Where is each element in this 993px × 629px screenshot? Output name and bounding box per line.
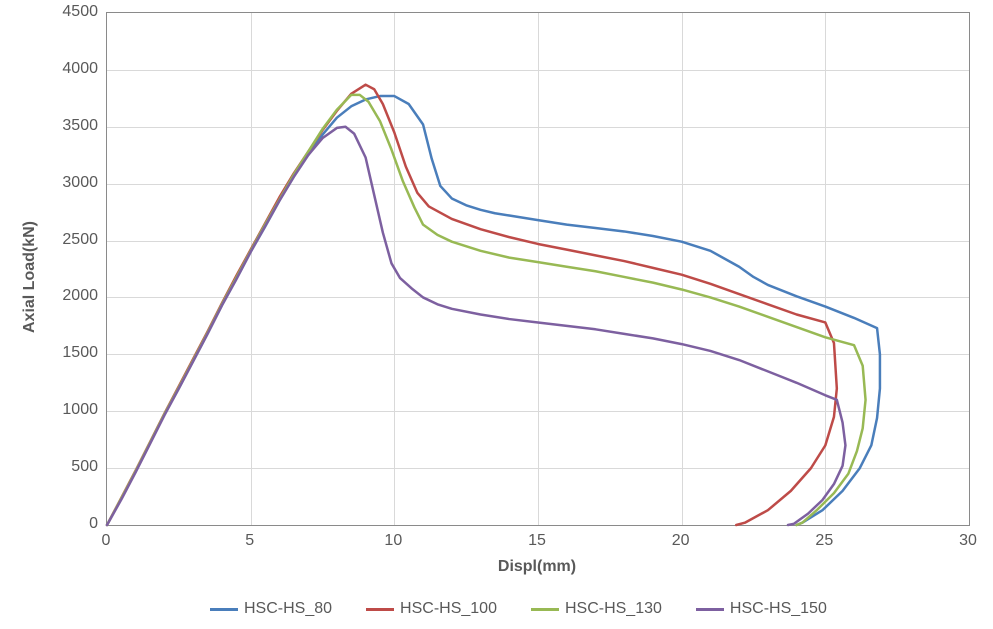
x-tick-label: 0 (102, 532, 111, 550)
y-tick-label: 3500 (62, 117, 98, 135)
legend: HSC-HS_80 HSC-HS_100 HSC-HS_130 HSC-HS_150 (210, 600, 827, 618)
chart-container: Axial Load(kN) Displ(mm) HSC-HS_80HSC-HS… (0, 0, 993, 629)
legend-swatch (531, 608, 559, 611)
legend-label: HSC-HS_150 (730, 600, 827, 618)
y-tick-label: 0 (89, 515, 98, 533)
x-tick-label: 25 (815, 532, 833, 550)
x-axis-title: Displ(mm) (498, 558, 576, 576)
plot-area (106, 12, 970, 526)
x-tick-label: 10 (384, 532, 402, 550)
y-tick-label: 1000 (62, 401, 98, 419)
series-svg (107, 13, 969, 525)
legend-label: HSC-HS_130 (565, 600, 662, 618)
y-tick-label: 3000 (62, 174, 98, 192)
y-tick-label: 4000 (62, 60, 98, 78)
legend-swatch (696, 608, 724, 611)
y-tick-label: 1500 (62, 344, 98, 362)
series-line (107, 96, 880, 525)
x-tick-label: 15 (528, 532, 546, 550)
y-tick-label: 500 (71, 458, 98, 476)
x-tick-label: 20 (672, 532, 690, 550)
legend-item: HSC-HS_100 (366, 600, 497, 618)
x-tick-label: 5 (245, 532, 254, 550)
legend-item: HSC-HS_130 (531, 600, 662, 618)
y-tick-label: 4500 (62, 3, 98, 21)
legend-item: HSC-HS_150 (696, 600, 827, 618)
legend-item: HSC-HS_80 (210, 600, 332, 618)
legend-swatch (366, 608, 394, 611)
y-tick-label: 2500 (62, 231, 98, 249)
y-axis-title: Axial Load(kN) (21, 221, 39, 333)
legend-label: HSC-HS_80 (244, 600, 332, 618)
legend-label: HSC-HS_100 (400, 600, 497, 618)
legend-swatch (210, 608, 238, 611)
series-line (107, 127, 845, 525)
x-tick-label: 30 (959, 532, 977, 550)
y-tick-label: 2000 (62, 287, 98, 305)
series-line (107, 85, 837, 525)
